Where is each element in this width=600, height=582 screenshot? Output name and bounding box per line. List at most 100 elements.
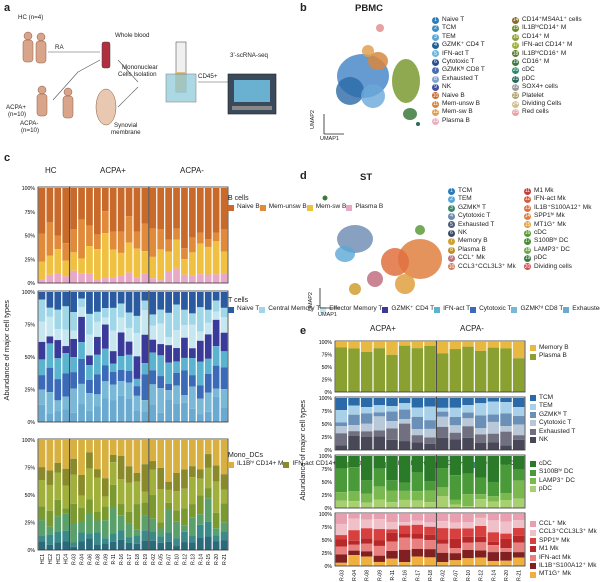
- stacked-bar-segment: [373, 416, 386, 431]
- stacked-bar-segment: [462, 342, 474, 347]
- stacked-bar-segment: [196, 361, 204, 386]
- stacked-bar-segment: [449, 538, 462, 549]
- stacked-bar-segment: [335, 500, 348, 508]
- stacked-bar-segment: [449, 407, 462, 418]
- stacked-bar-segment: [165, 239, 172, 252]
- stacked-bar-segment: [141, 300, 149, 311]
- stacked-bar-segment: [149, 228, 157, 257]
- stacked-bar-segment: [86, 246, 93, 274]
- stacked-bar-segment: [424, 420, 436, 429]
- c-tcell-legend-item: GZMK⁺ CD4 T: [382, 305, 434, 313]
- st-legend-item: 4 Cytotoxic T: [448, 212, 528, 220]
- legend-number-dot: 8: [432, 75, 439, 83]
- sample-tick-label: R-04: [352, 570, 358, 581]
- stacked-bar-segment: [386, 558, 398, 566]
- c-tcell-legend-item: Cytotoxic T: [470, 305, 511, 313]
- stacked-bar-segment: [54, 340, 62, 359]
- stacked-bar-segment: [101, 188, 109, 212]
- stacked-bar-segment: [125, 370, 133, 383]
- stacked-bar-segment: [220, 307, 228, 318]
- stacked-bar-segment: [70, 546, 77, 550]
- legend-swatch: [530, 563, 536, 570]
- sample-tick-label: R-07: [167, 554, 173, 565]
- stacked-bar-segment: [335, 523, 348, 536]
- stacked-bar-segment: [78, 273, 85, 283]
- stacked-bar-segment: [86, 334, 93, 356]
- stacked-bar-segment: [196, 538, 204, 550]
- stacked-bar-segment: [54, 462, 62, 473]
- stacked-bar-segment: [109, 541, 117, 550]
- pbmc-legend-item: 1 Naive T: [432, 16, 512, 24]
- legend-number-dot: 18: [524, 246, 531, 254]
- stacked-bar-segment: [94, 477, 101, 512]
- stacked-bar-segment: [125, 511, 133, 524]
- y-tick-label: 100%: [22, 290, 36, 296]
- legend-number-dot: 12: [524, 196, 531, 204]
- stacked-bar-segment: [424, 490, 436, 503]
- stacked-bar-segment: [436, 407, 449, 412]
- stacked-bar-segment: [62, 373, 70, 397]
- legend-label: LAMP3⁺ DC: [539, 476, 575, 484]
- pbmc-legend-item: 25 Red cells: [512, 108, 600, 117]
- stacked-bar-segment: [125, 382, 133, 399]
- st-legend-item: 3 GZMKʰᴵ T: [448, 204, 528, 212]
- stacked-bar-segment: [500, 560, 512, 566]
- legend-swatch: [530, 478, 536, 485]
- sample-tick-label: R-14: [198, 554, 204, 565]
- stacked-bar-segment: [86, 468, 93, 500]
- stacked-bar-segment: [500, 464, 512, 494]
- stacked-bar-segment: [165, 292, 172, 313]
- stacked-bar-segment: [373, 514, 386, 520]
- stacked-bar-segment: [424, 549, 436, 558]
- legend-label: Naive B: [237, 203, 260, 211]
- stacked-bar-segment: [181, 325, 188, 338]
- st-legend-right: 11 M1 Mk 12 IFN-act Mk 13 IL1B⁺S100A12⁺ Mk 14 S…: [524, 187, 600, 271]
- stacked-bar-segment: [54, 400, 62, 412]
- stacked-bar-segment: [373, 436, 386, 450]
- stacked-bar-segment: [86, 365, 93, 380]
- stacked-bar-segment: [436, 398, 449, 408]
- stacked-bar-segment: [500, 398, 512, 403]
- stacked-bar-segment: [157, 229, 165, 250]
- stacked-bar-segment: [335, 410, 348, 423]
- y-tick-label: 50%: [25, 493, 36, 499]
- pbmc-legend-item: 15 IL1BʰⁱCD14⁺ M: [512, 24, 600, 33]
- stacked-bar-segment: [117, 539, 125, 550]
- stacked-bar-segment: [133, 356, 141, 379]
- stacked-bar-segment: [101, 381, 109, 399]
- stacked-bar-segment: [70, 228, 77, 253]
- stacked-bar-segment: [133, 248, 141, 278]
- legend-number-dot: 22: [512, 83, 519, 91]
- legend-label: CCL3⁺CCL3L3⁺ Mk: [539, 528, 597, 536]
- stacked-bar-segment: [133, 481, 141, 505]
- stacked-bar-segment: [46, 274, 54, 283]
- stacked-bar-segment: [46, 413, 54, 422]
- stacked-bar-segment: [109, 351, 117, 364]
- st-legend-item: 20 Dividing cells: [524, 263, 600, 271]
- stacked-bar-segment: [109, 484, 117, 509]
- stacked-bar-segment: [46, 307, 54, 317]
- stacked-bar-segment: [125, 542, 133, 550]
- stacked-bar-segment: [424, 406, 436, 421]
- legend-label: Red cells: [522, 108, 549, 116]
- stacked-bar-segment: [78, 219, 85, 259]
- stacked-bar-segment: [173, 361, 180, 373]
- pbmc-legend-item: 21 pDC: [512, 75, 600, 83]
- stacked-bar-segment: [335, 546, 348, 555]
- legend-swatch: [530, 353, 536, 360]
- stacked-bar-segment: [46, 484, 54, 511]
- stacked-bar-segment: [196, 232, 204, 244]
- stacked-bar-segment: [204, 322, 212, 335]
- st-legend-item: 8 Plasma B: [448, 246, 528, 254]
- stacked-bar-segment: [220, 540, 228, 550]
- st-legend-item: 10 CCL3⁺CCL3L3⁺ Mk: [448, 263, 528, 271]
- stacked-bar-segment: [436, 426, 449, 438]
- stacked-bar-segment: [360, 423, 373, 432]
- legend-number-dot: 7: [448, 238, 455, 246]
- stacked-bar-segment: [196, 469, 204, 479]
- label-hc: HC (n=4): [18, 14, 44, 21]
- c-group-hc: HC: [45, 166, 57, 175]
- stacked-bar-segment: [411, 398, 424, 408]
- legend-swatch: [530, 412, 536, 419]
- stacked-bar-segment: [70, 252, 77, 271]
